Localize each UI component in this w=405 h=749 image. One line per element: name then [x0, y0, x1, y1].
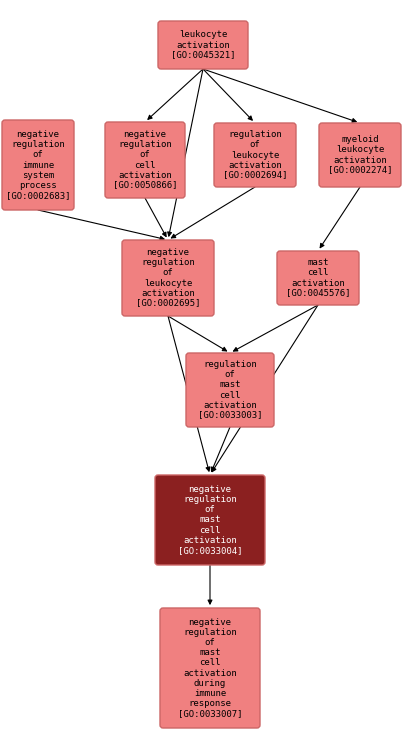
- FancyBboxPatch shape: [213, 123, 295, 187]
- FancyBboxPatch shape: [105, 122, 185, 198]
- Text: regulation
of
leukocyte
activation
[GO:0002694]: regulation of leukocyte activation [GO:0…: [222, 130, 287, 180]
- Text: negative
regulation
of
immune
system
process
[GO:0002683]: negative regulation of immune system pro…: [6, 130, 70, 200]
- Text: negative
regulation
of
cell
activation
[GO:0050866]: negative regulation of cell activation […: [113, 130, 177, 189]
- FancyBboxPatch shape: [122, 240, 213, 316]
- Text: regulation
of
mast
cell
activation
[GO:0033003]: regulation of mast cell activation [GO:0…: [197, 360, 262, 419]
- Text: myeloid
leukocyte
activation
[GO:0002274]: myeloid leukocyte activation [GO:0002274…: [327, 136, 391, 175]
- Text: leukocyte
activation
[GO:0045321]: leukocyte activation [GO:0045321]: [171, 31, 234, 60]
- Text: negative
regulation
of
mast
cell
activation
during
immune
response
[GO:0033007]: negative regulation of mast cell activat…: [177, 618, 242, 718]
- FancyBboxPatch shape: [2, 120, 74, 210]
- Text: negative
regulation
of
mast
cell
activation
[GO:0033004]: negative regulation of mast cell activat…: [177, 485, 242, 555]
- Text: mast
cell
activation
[GO:0045576]: mast cell activation [GO:0045576]: [285, 258, 350, 297]
- FancyBboxPatch shape: [318, 123, 400, 187]
- Text: negative
regulation
of
leukocyte
activation
[GO:0002695]: negative regulation of leukocyte activat…: [135, 249, 200, 308]
- FancyBboxPatch shape: [185, 353, 273, 427]
- FancyBboxPatch shape: [160, 608, 259, 728]
- FancyBboxPatch shape: [276, 251, 358, 305]
- FancyBboxPatch shape: [158, 21, 247, 69]
- FancyBboxPatch shape: [155, 475, 264, 565]
